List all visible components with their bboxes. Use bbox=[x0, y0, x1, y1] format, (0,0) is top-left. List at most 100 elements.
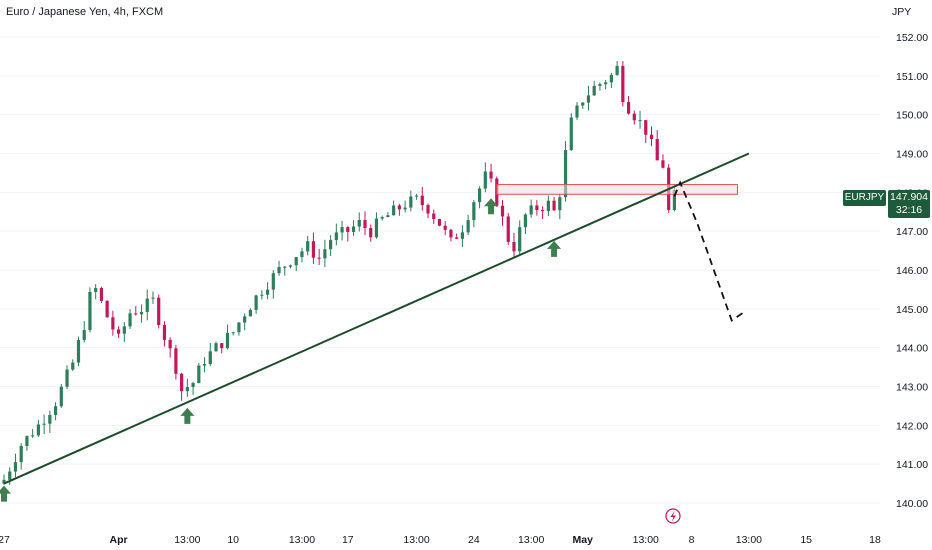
candle-body bbox=[317, 257, 321, 259]
candle-body bbox=[432, 213, 436, 220]
projection-path[interactable] bbox=[673, 180, 744, 322]
time-tick-label: 15 bbox=[800, 534, 812, 546]
candle-body bbox=[128, 313, 132, 327]
time-tick-label: 13:00 bbox=[403, 534, 429, 546]
price-tick-label: 140.00 bbox=[896, 498, 928, 510]
candle-body bbox=[426, 205, 430, 214]
candle-body bbox=[71, 362, 75, 370]
symbol-badge: EURJPY bbox=[843, 190, 886, 206]
candle-body bbox=[42, 423, 46, 425]
candle-body bbox=[351, 226, 356, 232]
candle-body bbox=[248, 309, 252, 317]
candle-body bbox=[644, 120, 648, 135]
candle-body bbox=[552, 200, 556, 211]
candle-body bbox=[197, 365, 201, 384]
candle-body bbox=[277, 267, 281, 274]
projection-layer[interactable] bbox=[673, 180, 744, 322]
candle-body bbox=[397, 205, 401, 210]
candle-body bbox=[414, 195, 419, 197]
candle-body bbox=[489, 171, 493, 179]
candle-body bbox=[19, 445, 23, 463]
time-tick-label: May bbox=[573, 534, 594, 546]
candle-body bbox=[380, 217, 384, 219]
support-arrow-icon bbox=[547, 240, 562, 257]
price-tick-label: 143.00 bbox=[896, 382, 928, 394]
candle-body bbox=[25, 436, 29, 446]
trendline[interactable] bbox=[3, 152, 750, 485]
candle-body bbox=[615, 65, 619, 75]
candle-body bbox=[518, 227, 522, 252]
time-tick-label: 17 bbox=[342, 534, 354, 546]
grid bbox=[0, 36, 880, 504]
candle-body bbox=[214, 343, 218, 352]
candle-body bbox=[8, 471, 12, 480]
trendline-layer[interactable] bbox=[3, 152, 750, 485]
chart-title: Euro / Japanese Yen, 4h, FXCM bbox=[6, 6, 164, 18]
candle-body bbox=[409, 196, 413, 208]
candle-body bbox=[48, 414, 52, 424]
candle-body bbox=[535, 205, 539, 211]
price-tick-label: 144.00 bbox=[896, 343, 928, 355]
price-tick-label: 151.00 bbox=[896, 71, 928, 83]
candle-body bbox=[117, 329, 121, 334]
candle-body bbox=[449, 229, 453, 238]
candle-body bbox=[111, 317, 115, 330]
candle-body bbox=[82, 330, 86, 341]
resistance-zone[interactable] bbox=[496, 184, 738, 195]
candle-body bbox=[271, 273, 275, 290]
candle-body bbox=[134, 313, 138, 315]
candle-body bbox=[243, 316, 247, 323]
candle-body bbox=[139, 311, 144, 315]
candle-body bbox=[208, 351, 212, 365]
candle-body bbox=[13, 462, 18, 472]
last-price-badge: 147.904 32:16 bbox=[888, 190, 930, 218]
time-tick-label: 8 bbox=[689, 534, 695, 546]
candle-body bbox=[460, 232, 464, 239]
time-tick-label: 27 bbox=[0, 534, 10, 546]
candle-body bbox=[586, 95, 591, 103]
time-tick-label: 13:00 bbox=[736, 534, 762, 546]
resistance-zone-layer[interactable] bbox=[496, 184, 738, 195]
time-axis[interactable]: 27 Apr 13:00 10 13:00 17 13:00 24 13:00 May 13:00 8… bbox=[0, 534, 881, 546]
candle-body bbox=[581, 102, 585, 106]
candles bbox=[2, 61, 677, 485]
candle-body bbox=[569, 117, 573, 151]
candle-body bbox=[392, 205, 396, 216]
price-tick-label: 141.00 bbox=[896, 459, 928, 471]
candle-body bbox=[455, 237, 459, 239]
candle-body bbox=[626, 102, 631, 114]
candle-body bbox=[237, 322, 241, 333]
candle-body bbox=[563, 150, 568, 198]
candle-body bbox=[231, 332, 235, 334]
candle-body bbox=[472, 202, 476, 221]
candle-body bbox=[122, 326, 126, 334]
candle-body bbox=[105, 300, 109, 318]
candle-body bbox=[523, 214, 528, 228]
candle-body bbox=[604, 82, 608, 85]
candle-body bbox=[202, 364, 207, 366]
time-tick-label: 24 bbox=[468, 534, 480, 546]
candle-body bbox=[2, 479, 6, 484]
price-tick-label: 145.00 bbox=[896, 304, 928, 316]
candle-body bbox=[157, 297, 161, 326]
candle-body bbox=[168, 339, 172, 349]
candle-body bbox=[529, 205, 533, 215]
price-axis[interactable]: 140.00 141.00 142.00 143.00 144.00 145.00 146.… bbox=[896, 32, 928, 510]
candle-body bbox=[592, 85, 596, 96]
candle-body bbox=[225, 332, 230, 349]
candle-body bbox=[265, 289, 270, 295]
price-axis-unit: JPY bbox=[892, 6, 912, 18]
candle-body bbox=[374, 218, 379, 238]
candle-body bbox=[283, 266, 287, 268]
lightning-alert-icon[interactable] bbox=[665, 508, 681, 524]
candle-body bbox=[306, 241, 310, 252]
support-arrow-icon bbox=[180, 407, 195, 424]
candle-body bbox=[420, 195, 424, 206]
candle-body bbox=[329, 240, 333, 250]
candle-body bbox=[340, 227, 344, 233]
bar-countdown: 32:16 bbox=[895, 204, 923, 216]
candle-body bbox=[323, 249, 327, 259]
candle-body bbox=[477, 188, 482, 203]
candle-body bbox=[254, 295, 258, 310]
